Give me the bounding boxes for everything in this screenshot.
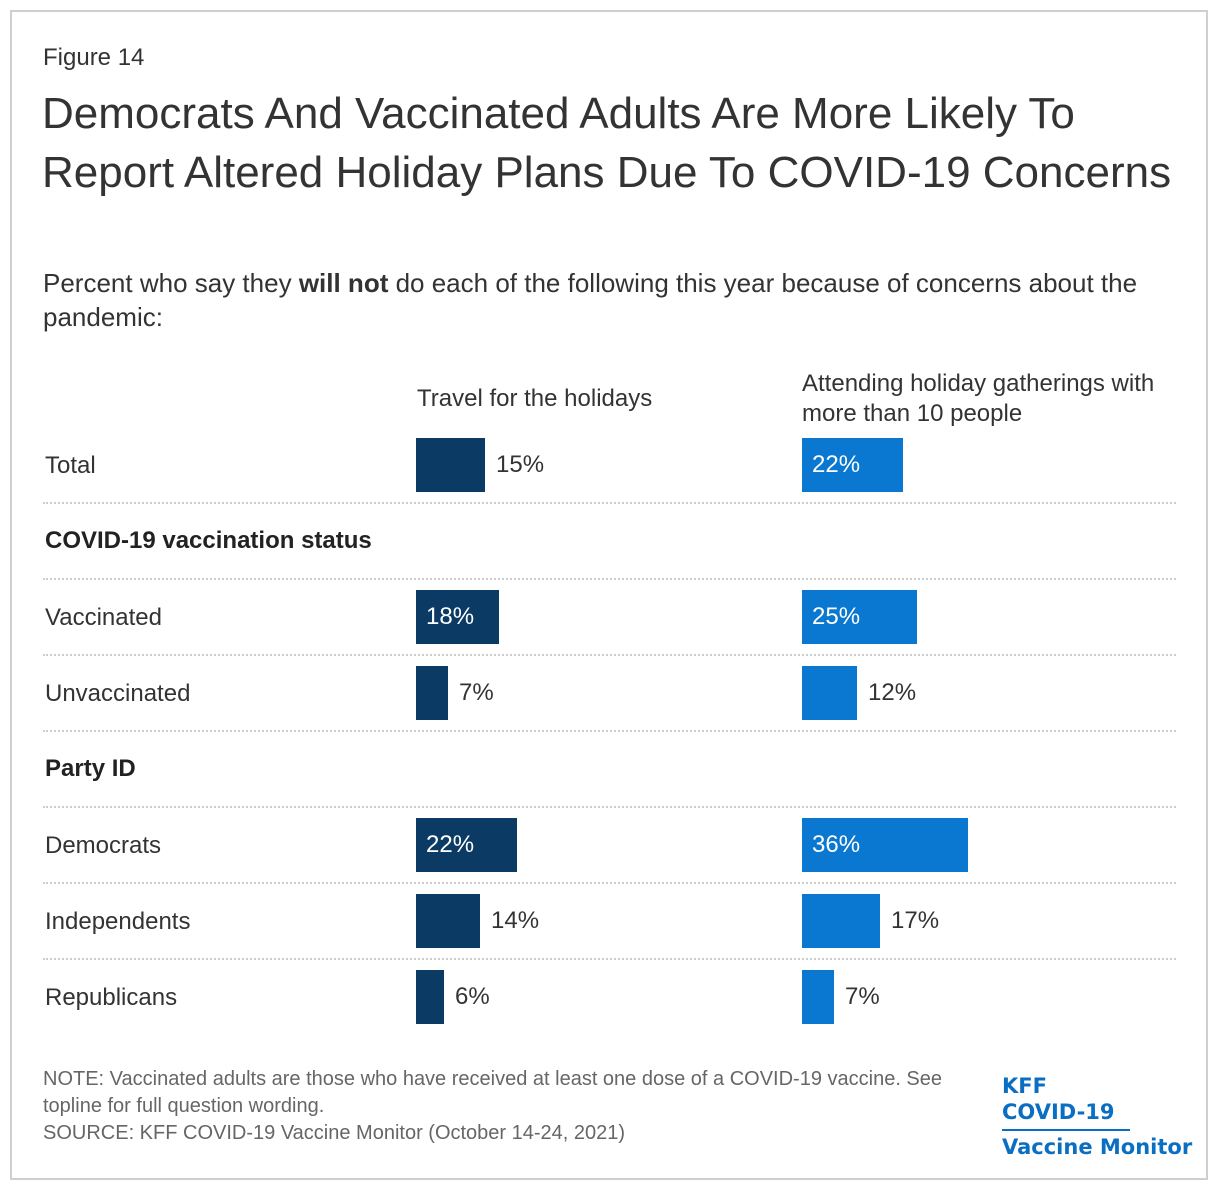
bar-value-label: 7% xyxy=(845,983,880,1010)
bar-travel xyxy=(416,970,444,1024)
brand-line-1: KFF COVID-19 xyxy=(1002,1073,1130,1131)
row-divider xyxy=(43,502,1176,504)
bar-travel xyxy=(416,590,499,644)
subtitle-pre: Percent who say they xyxy=(43,268,299,298)
kff-logo: KFF COVID-19 Vaccine Monitor xyxy=(1002,1073,1192,1160)
bar-value-label: 6% xyxy=(455,983,490,1010)
chart-title: Democrats And Vaccinated Adults Are More… xyxy=(42,89,1172,197)
brand-line-2: Vaccine Monitor xyxy=(1002,1135,1193,1159)
group-label: COVID-19 vaccination status xyxy=(45,527,372,554)
column-header-travel: Travel for the holidays xyxy=(417,385,653,412)
bar-gatherings xyxy=(802,666,857,720)
row-divider xyxy=(43,578,1176,580)
row-label: Independents xyxy=(45,908,191,935)
group-label: Party ID xyxy=(45,755,136,782)
bar-value-label: 7% xyxy=(459,679,494,706)
row-divider xyxy=(43,730,1176,732)
subtitle-bold: will not xyxy=(298,268,389,298)
row-label: Republicans xyxy=(45,984,178,1011)
column-header-gatherings: Attending holiday gatherings with more t… xyxy=(802,370,1155,427)
bar-value-label: 18% xyxy=(426,603,475,630)
bar-value-label: 25% xyxy=(812,603,861,630)
bar-value-label: 12% xyxy=(868,679,917,706)
bar-value-label: 14% xyxy=(491,907,540,934)
bar-value-label: 22% xyxy=(812,451,861,478)
bar-value-label: 22% xyxy=(426,831,475,858)
note-text: NOTE: Vaccinated adults are those who ha… xyxy=(43,1068,943,1117)
subtitle-post: do each of the following this year becau… xyxy=(43,268,1138,332)
figure-label: Figure 14 xyxy=(43,44,145,71)
bar-gatherings xyxy=(802,818,968,872)
bar-travel xyxy=(416,818,517,872)
bar-gatherings xyxy=(802,970,834,1024)
bar-travel xyxy=(416,666,448,720)
bar-travel xyxy=(416,894,480,948)
row-label: Unvaccinated xyxy=(45,680,191,707)
row-divider xyxy=(43,882,1176,884)
bar-gatherings xyxy=(802,438,903,492)
row-divider xyxy=(43,806,1176,808)
bar-travel xyxy=(416,438,485,492)
bar-value-label: 17% xyxy=(891,907,940,934)
bar-value-label: 15% xyxy=(496,451,545,478)
footnote: NOTE: Vaccinated adults are those who ha… xyxy=(43,1066,943,1147)
chart-subtitle: Percent who say they will not do each of… xyxy=(43,266,1193,334)
row-divider xyxy=(43,958,1176,960)
bar-gatherings xyxy=(802,894,880,948)
bar-gatherings xyxy=(802,590,917,644)
figure-frame xyxy=(10,10,1208,1180)
bar-value-label: 36% xyxy=(812,831,861,858)
source-text: SOURCE: KFF COVID-19 Vaccine Monitor (Oc… xyxy=(43,1122,626,1144)
row-label: Democrats xyxy=(45,832,162,859)
row-label: Total xyxy=(45,452,96,479)
row-divider xyxy=(43,654,1176,656)
row-label: Vaccinated xyxy=(45,604,162,631)
